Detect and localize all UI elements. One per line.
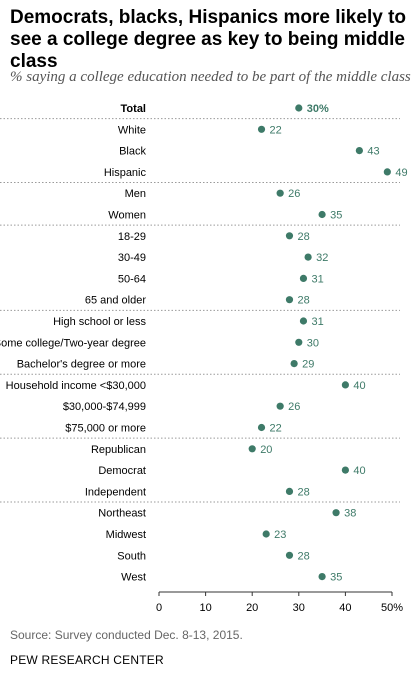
value-label: 38	[344, 508, 356, 520]
row-label: 65 and older	[85, 295, 146, 307]
data-point	[341, 466, 349, 474]
row-label: 50-64	[118, 273, 146, 285]
x-tick-label: 0	[156, 602, 162, 614]
value-label: 30%	[307, 103, 329, 115]
value-label: 35	[330, 210, 342, 222]
data-point	[383, 168, 391, 176]
row-label: $75,000 or more	[65, 423, 146, 435]
row-label: Black	[119, 146, 146, 158]
value-label: 28	[297, 550, 309, 562]
row-label: $30,000-$74,999	[63, 401, 146, 413]
row-label: Midwest	[106, 529, 146, 541]
row-label: Household income <$30,000	[6, 380, 146, 392]
value-label: 29	[302, 359, 314, 371]
row-label: Some college/Two-year degree	[0, 337, 146, 349]
source-note: Source: Survey conducted Dec. 8-13, 2015…	[10, 628, 243, 642]
value-label: 28	[297, 295, 309, 307]
row-label: Total	[121, 103, 146, 115]
row-label: Men	[125, 188, 146, 200]
data-point	[332, 509, 340, 517]
x-tick-label: 30	[293, 602, 305, 614]
value-label: 28	[297, 231, 309, 243]
row-label: West	[121, 572, 146, 584]
data-point	[295, 104, 303, 112]
value-label: 22	[270, 124, 282, 136]
data-point	[299, 274, 308, 282]
data-point	[262, 530, 270, 538]
value-label: 26	[288, 188, 300, 200]
value-label: 31	[311, 273, 323, 285]
value-label: 40	[353, 380, 365, 392]
data-point	[285, 232, 294, 240]
row-label: High school or less	[53, 316, 146, 328]
data-point	[318, 573, 326, 581]
row-label: 18-29	[118, 231, 146, 243]
row-label: Bachelor's degree or more	[17, 359, 146, 371]
value-label: 20	[260, 444, 272, 456]
row-label: Democrat	[98, 465, 146, 477]
row-label: Independent	[85, 486, 146, 498]
row-label: Northeast	[98, 508, 146, 520]
data-point	[285, 296, 294, 304]
row-label: 30-49	[118, 252, 146, 264]
value-label: 49	[395, 167, 407, 179]
data-point	[355, 147, 363, 155]
row-label: White	[118, 124, 146, 136]
chart-subtitle: % saying a college education needed to b…	[10, 69, 411, 85]
value-label: 35	[330, 572, 342, 584]
data-point	[285, 551, 294, 559]
row-label: Republican	[91, 444, 146, 456]
data-point	[276, 189, 284, 197]
value-label: 32	[316, 252, 328, 264]
data-point	[299, 317, 308, 325]
data-point	[248, 445, 256, 453]
x-tick-label: 40	[339, 602, 351, 614]
x-tick-label: 10	[199, 602, 211, 614]
x-tick-label: 20	[246, 602, 258, 614]
data-point	[276, 402, 284, 410]
value-label: 28	[297, 486, 309, 498]
value-label: 43	[367, 146, 379, 158]
data-point	[285, 487, 294, 495]
data-point	[257, 125, 266, 133]
row-label: Women	[108, 210, 146, 222]
data-point	[257, 423, 266, 432]
organization-credit: PEW RESEARCH CENTER	[10, 653, 164, 667]
data-point	[341, 381, 349, 389]
value-label: 30	[307, 337, 319, 349]
row-label: South	[117, 550, 146, 562]
data-point	[304, 253, 312, 261]
chart-title: Democrats, blacks, Hispanics more likely…	[10, 7, 407, 72]
row-label: Hispanic	[104, 167, 147, 179]
value-label: 23	[274, 529, 286, 541]
data-point	[290, 360, 298, 368]
value-label: 26	[288, 401, 300, 413]
value-label: 22	[270, 423, 282, 435]
value-label: 40	[353, 465, 365, 477]
value-label: 31	[311, 316, 323, 328]
data-point	[318, 210, 326, 219]
x-tick-label: 50%	[381, 602, 403, 614]
data-point	[295, 338, 303, 346]
